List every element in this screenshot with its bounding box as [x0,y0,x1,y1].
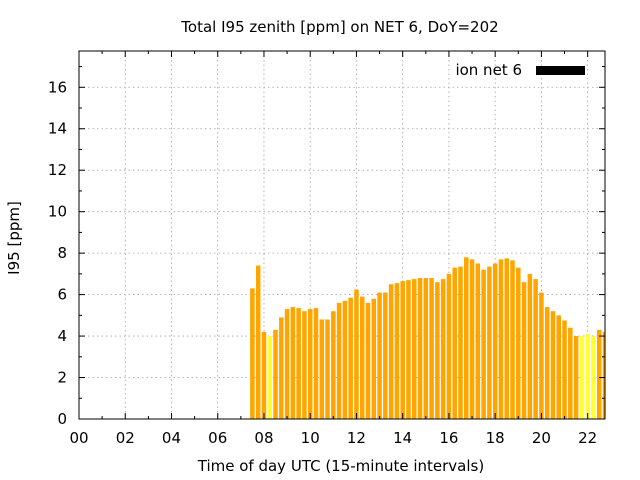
bar [313,308,319,419]
y-tick-label: 0 [57,410,67,428]
bar [452,267,457,419]
bar [406,280,411,419]
bar [400,281,405,419]
bar [440,279,446,419]
bar [411,279,417,419]
bar [504,258,509,419]
y-axis-label: I95 [ppm] [5,201,23,275]
bar [429,278,434,419]
x-tick-labels: 00 02 04 06 08 10 12 14 16 18 20 22 [69,429,597,447]
bar [342,300,348,419]
bar [331,311,336,419]
y-tick-label: 12 [48,161,67,179]
bar [579,336,585,419]
bar [261,331,267,419]
bar [388,284,394,419]
x-tick-label: 20 [532,429,551,447]
bar [423,278,429,419]
y-tick-label: 10 [48,203,67,221]
x-tick-label: 04 [162,429,181,447]
bar [290,307,296,419]
bar [475,263,481,419]
legend-swatch [536,66,585,75]
bar [273,329,278,419]
bar [446,273,452,419]
chart-title: Total I95 zenith [ppm] on NET 6, DoY=202 [180,18,498,36]
bar [527,273,533,419]
bar [307,309,313,419]
y-tick-label: 2 [57,369,67,387]
bar [383,292,388,419]
bar [250,288,255,419]
bar [255,265,261,419]
x-tick-label: 18 [486,429,505,447]
x-tick-label: 12 [347,429,366,447]
bar [458,266,463,419]
y-tick-label: 14 [48,120,67,138]
bar [336,302,342,419]
x-axis-label: Time of day UTC (15-minute intervals) [197,457,484,475]
bar [371,298,377,419]
bar [550,311,556,419]
bar [492,263,498,419]
x-tick-label: 06 [208,429,227,447]
x-tick-label: 14 [393,429,412,447]
x-tick-label: 02 [116,429,135,447]
bar [510,260,515,419]
bar [487,266,492,419]
bar [394,283,400,419]
y-tick-label: 4 [57,327,67,345]
bar [591,336,596,419]
y-tick-label: 16 [48,78,67,96]
y-tick-label: 8 [57,244,67,262]
x-tick-label: 16 [439,429,458,447]
plot-border [78,50,606,420]
bar [348,297,353,419]
bar [521,282,527,419]
bar [267,336,273,419]
x-tick-label: 10 [301,429,320,447]
legend: ion net 6 [455,61,585,79]
x-tick-label: 00 [69,429,88,447]
bars-group [250,257,605,419]
bar [573,336,579,419]
bar [377,292,382,419]
x-tick-label: 22 [578,429,597,447]
bar [365,302,371,419]
bar [359,296,365,419]
bar [354,289,359,419]
bar [464,257,469,419]
bar [325,319,330,419]
bar [562,320,567,419]
bar [544,307,550,419]
x-tick-label: 08 [254,429,273,447]
axis-ticks [78,51,605,420]
bar [539,292,544,419]
bar [556,315,562,419]
bar [417,278,423,419]
bar [596,329,602,419]
bar [319,319,325,419]
legend-label: ion net 6 [455,61,522,79]
bar [585,333,590,419]
bar [481,269,486,419]
bar [568,327,573,419]
bar [435,282,440,419]
bar [602,331,605,419]
bar [498,259,504,419]
bar [516,267,521,419]
bar [279,317,284,419]
bar [469,259,475,419]
bar [296,308,301,419]
bar [533,279,538,419]
bar [302,311,307,419]
bar [284,309,290,419]
y-tick-labels: 0 2 4 6 8 10 12 14 16 [48,78,67,428]
y-tick-label: 6 [57,286,67,304]
